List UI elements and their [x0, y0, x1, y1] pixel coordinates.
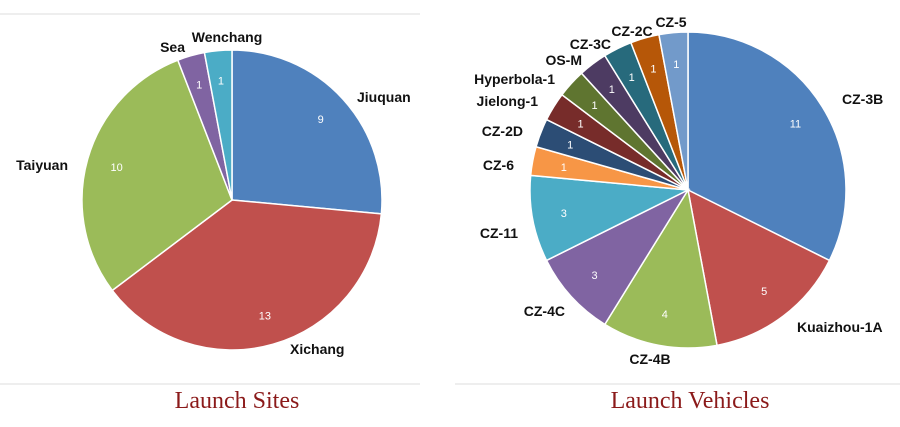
slice-cz-3b: [687, 31, 847, 262]
category-label-hyperbola-1: Hyperbola-1: [474, 71, 555, 87]
value-label-cz-2c: 1: [650, 63, 656, 75]
value-label-cz-11: 3: [561, 208, 567, 220]
slice-xichang: [111, 199, 383, 351]
category-label-cz-4b: CZ-4B: [629, 351, 670, 367]
category-label-os-m: OS-M: [545, 52, 582, 68]
value-label-jiuquan: 9: [318, 114, 324, 126]
value-label-os-m: 1: [609, 84, 615, 96]
value-label-jielong-1: 1: [577, 118, 583, 130]
category-label-jielong-1: Jielong-1: [477, 93, 539, 109]
category-label-cz-11: CZ-11: [480, 225, 518, 241]
value-label-sea: 1: [196, 80, 202, 92]
slice-cz-11: [529, 174, 691, 262]
category-label-cz-2d: CZ-2D: [482, 123, 523, 139]
category-label-cz-3c: CZ-3C: [570, 36, 611, 52]
value-label-kuaizhou-1a: 5: [761, 286, 767, 298]
slice-jiuquan: [231, 49, 383, 215]
value-label-cz-4b: 4: [662, 309, 668, 321]
category-label-taiyuan: Taiyuan: [16, 157, 68, 173]
category-label-sea: Sea: [160, 39, 185, 55]
value-label-cz-4c: 3: [592, 270, 598, 282]
value-label-cz-2d: 1: [567, 139, 573, 151]
launch-sites-pie: 9 13 10 1 1 Jiuquan Xichang Taiyuan Sea Wenchang: [16, 29, 411, 357]
category-label-cz-3b: CZ-3B: [842, 91, 883, 107]
slice-kuaizhou-1a: [686, 188, 831, 347]
slice-wenchang: [203, 49, 233, 201]
value-label-xichang: 13: [259, 310, 271, 322]
category-label-wenchang: Wenchang: [192, 29, 263, 45]
value-label-cz-3c: 1: [629, 72, 635, 84]
slice-taiyuan: [81, 59, 233, 292]
launch-sites-title: Launch Sites: [175, 388, 300, 414]
value-label-taiyuan: 10: [110, 162, 122, 174]
category-label-cz-2c: CZ-2C: [611, 23, 652, 39]
value-label-cz-6: 1: [561, 162, 567, 174]
value-label-wenchang: 1: [218, 76, 224, 88]
value-label-hyperbola-1: 1: [592, 100, 598, 112]
slice-cz-5: [658, 31, 689, 191]
slice-cz-4b: [603, 187, 718, 349]
category-label-cz-5: CZ-5: [655, 14, 686, 30]
category-label-cz-4c: CZ-4C: [524, 303, 565, 319]
value-label-cz-3b: 11: [790, 118, 801, 130]
category-label-cz-6: CZ-6: [483, 157, 514, 173]
category-label-kuaizhou-1a: Kuaizhou-1A: [797, 319, 883, 335]
category-label-jiuquan: Jiuquan: [357, 89, 411, 105]
slice-cz-4c: [545, 188, 691, 326]
category-label-xichang: Xichang: [290, 341, 344, 357]
value-label-cz-5: 1: [673, 59, 679, 71]
launch-vehicles-title: Launch Vehicles: [611, 388, 770, 414]
